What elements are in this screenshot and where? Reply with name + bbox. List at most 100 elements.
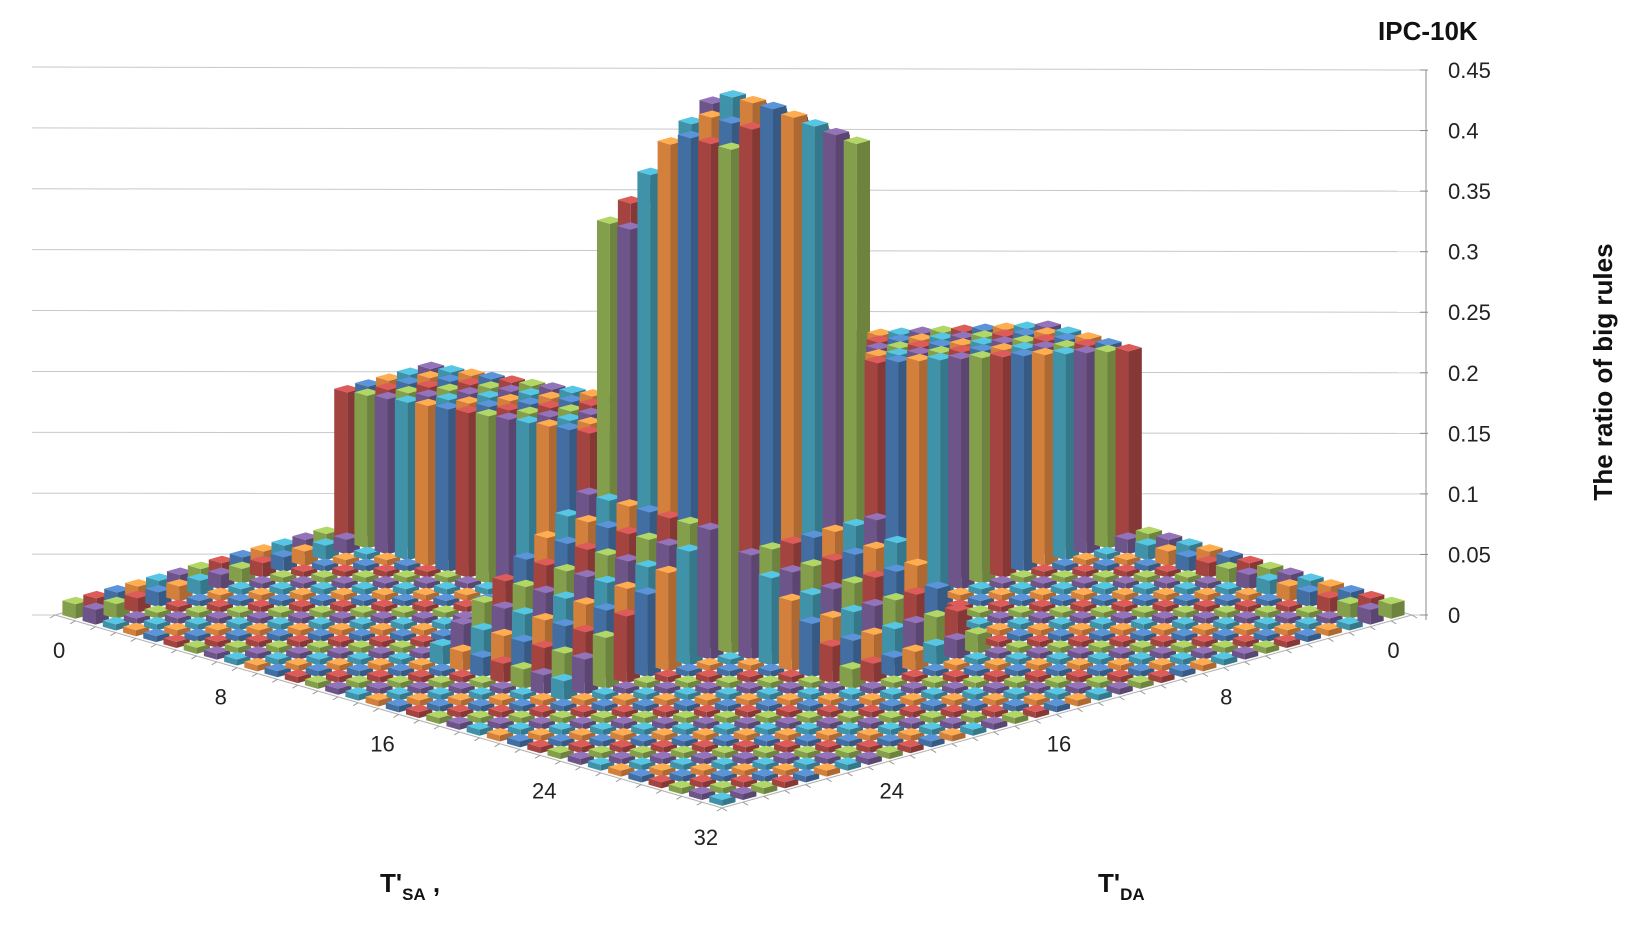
bar-face-right <box>320 632 335 643</box>
bar-face-top <box>488 692 516 701</box>
bar <box>287 622 314 637</box>
bar <box>244 657 271 672</box>
bar-face-left <box>1073 349 1087 555</box>
z-tick-label: 0.2 <box>1448 361 1479 386</box>
sa-tick-mark <box>352 702 359 707</box>
bar <box>429 663 456 678</box>
bar-face-top <box>649 751 677 759</box>
bar-face-top <box>310 581 337 590</box>
bar-face-left <box>207 591 221 602</box>
y-axis-label-main: T' <box>1098 868 1120 898</box>
bar-face-top <box>374 391 401 400</box>
bar-face-left <box>550 677 564 701</box>
bar-face-right <box>386 556 401 567</box>
bar <box>454 587 481 602</box>
bar-face-left <box>468 702 481 713</box>
bar-face-top <box>266 628 293 637</box>
bar <box>509 698 536 713</box>
bar-face-left <box>507 725 521 736</box>
bar-face-top <box>389 640 416 648</box>
bar-face-left <box>632 702 646 713</box>
bar-face-top <box>428 675 455 683</box>
bar <box>248 587 275 602</box>
bar-face-left <box>308 620 322 631</box>
da-tick-mark <box>1369 626 1376 631</box>
sa-tick-mark <box>90 626 96 631</box>
x-axis-label-sub: SA <box>402 885 426 904</box>
bar <box>654 681 681 695</box>
bar <box>569 716 597 730</box>
bar-face-right <box>424 614 438 625</box>
bar-face-right <box>341 626 355 637</box>
bar-face-top <box>164 611 192 619</box>
bar-face-right <box>467 591 481 602</box>
bar <box>351 581 378 596</box>
bar <box>629 757 656 771</box>
bar-face-right <box>177 626 191 637</box>
bar-face-top <box>330 587 358 596</box>
bar-face-left <box>285 661 299 672</box>
bar-face-left <box>407 684 421 695</box>
bar-face-top <box>369 634 396 642</box>
bar-face-right <box>299 649 313 660</box>
bar <box>1115 343 1142 543</box>
bar-face-left <box>455 409 469 578</box>
bar-face-left <box>527 731 541 742</box>
bar-face-left <box>331 579 345 590</box>
bar <box>371 587 399 602</box>
bar-face-top <box>392 581 420 590</box>
bar-face-top <box>345 687 372 695</box>
da-tick-mark <box>826 778 832 783</box>
bar-face-top <box>594 575 621 584</box>
da-tick-mark <box>1014 725 1020 730</box>
bar-face-top <box>487 716 514 724</box>
bar-face-right <box>384 591 399 602</box>
bar-face-left <box>839 665 853 689</box>
bar-face-top <box>516 415 543 424</box>
bar-face-left <box>548 737 562 748</box>
bar-face-top <box>588 745 615 754</box>
bar-face-top <box>187 573 214 581</box>
da-tick-mark <box>805 784 811 789</box>
bar <box>226 605 254 619</box>
bar-face-top <box>550 673 578 682</box>
bar-face-right <box>379 673 394 684</box>
sa-tick-mark <box>656 790 662 794</box>
sa-tick-mark <box>575 766 581 771</box>
bar-face-top <box>146 573 173 581</box>
bar-face-left <box>334 388 348 543</box>
bar-face-left <box>406 696 420 707</box>
bar-face-top <box>227 593 254 601</box>
bar-face-right <box>406 573 420 584</box>
bar-face-left <box>412 591 426 602</box>
sa-tick-mark <box>272 678 278 683</box>
bar <box>608 751 636 765</box>
bar-face-right <box>363 608 377 619</box>
bar-face-right <box>196 644 210 654</box>
bar-face-top <box>435 402 462 410</box>
bar-face-top <box>447 704 474 713</box>
bar-face-right <box>358 690 372 701</box>
bar-face-left <box>187 577 201 596</box>
bar-face-right <box>259 626 273 637</box>
bar-face-top <box>289 587 316 596</box>
bar-face-top <box>654 669 682 678</box>
bar-face-right <box>240 597 254 608</box>
bar-face-top <box>352 570 379 578</box>
bar-face-right <box>340 638 355 648</box>
bar <box>367 657 394 672</box>
bar-face-top <box>145 585 172 593</box>
bar <box>550 673 578 701</box>
bar-face-top <box>207 587 234 596</box>
bar-face-left <box>758 574 772 666</box>
bar-face-right <box>361 632 376 643</box>
da-tick-mark <box>1160 684 1167 689</box>
bar-face-left <box>305 667 319 678</box>
bar <box>289 587 316 602</box>
bar-face-left <box>613 684 626 695</box>
bar-face-top <box>313 526 340 535</box>
bar-face-top <box>250 544 277 552</box>
bar-face-left <box>1115 347 1129 543</box>
bar-face-right <box>427 568 441 578</box>
bar-face-top <box>457 377 484 386</box>
